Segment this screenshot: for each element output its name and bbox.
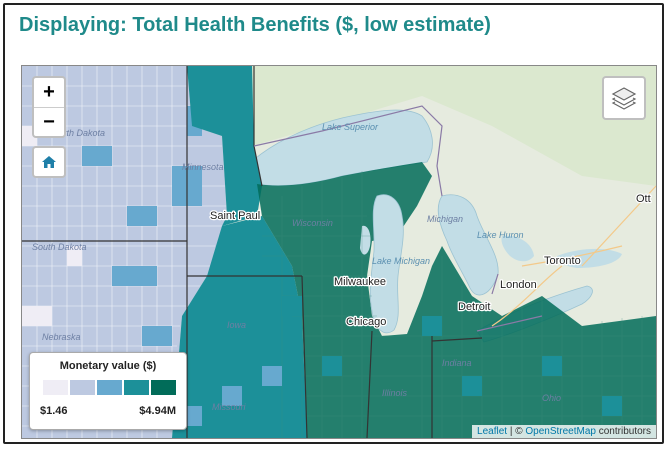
label-toronto: Toronto	[544, 255, 581, 267]
lake-huron	[437, 194, 499, 296]
attribution-separator: | ©	[507, 426, 526, 437]
legend-max-label: $4.94M	[139, 405, 176, 417]
forest-area	[182, 66, 656, 186]
label-chicago: Chicago	[346, 316, 386, 328]
legend-swatches	[42, 379, 177, 396]
label-south-dakota: South Dakota	[32, 242, 87, 252]
label-saint-paul: Saint Paul	[210, 210, 260, 222]
label-indiana: Indiana	[442, 358, 472, 368]
legend-swatch	[123, 379, 150, 396]
page-title: Displaying: Total Health Benefits ($, lo…	[19, 14, 491, 36]
leaflet-link[interactable]: Leaflet	[477, 426, 508, 437]
lake-superior	[246, 109, 433, 186]
map-attribution: Leaflet | © OpenStreetMap contributors	[472, 425, 656, 438]
label-detroit: Detroit	[458, 301, 490, 313]
app-frame: Displaying: Total Health Benefits ($, lo…	[3, 3, 664, 444]
zoom-control: + −	[32, 76, 66, 138]
legend-min-label: $1.46	[40, 405, 68, 417]
lake-michigan	[369, 194, 404, 334]
legend: Monetary value ($) $1.46 $4.94M	[29, 352, 187, 430]
label-illinois: Illinois	[382, 388, 408, 398]
label-minnesota: Minnesota	[182, 162, 224, 172]
country-border	[253, 105, 543, 332]
label-lake-huron: Lake Huron	[477, 230, 524, 240]
legend-swatch	[42, 379, 69, 396]
label-milwaukee: Milwaukee	[334, 276, 386, 288]
attribution-suffix: contributors	[595, 426, 651, 437]
label-lake-superior: Lake Superior	[322, 122, 379, 132]
home-button[interactable]	[32, 146, 66, 178]
label-nebraska: Nebraska	[42, 332, 81, 342]
label-michigan: Michigan	[427, 214, 463, 224]
zoom-out-button[interactable]: −	[43, 111, 55, 133]
choropleth-west	[22, 66, 227, 438]
choropleth-teal-north	[187, 66, 262, 226]
georgian-bay	[501, 235, 534, 262]
roads	[491, 185, 656, 327]
green-bay	[360, 225, 371, 255]
layers-icon	[611, 87, 637, 110]
label-london: London	[500, 279, 537, 291]
legend-swatch	[69, 379, 96, 396]
home-icon	[42, 156, 56, 168]
choropleth-teal-patches	[282, 296, 622, 416]
map-container[interactable]: Lake Superior Lake Michigan Lake Huron W…	[21, 65, 657, 439]
label-wisconsin: Wisconsin	[292, 218, 333, 228]
label-iowa: Iowa	[227, 320, 246, 330]
label-missouri: Missouri	[212, 402, 247, 412]
osm-link[interactable]: OpenStreetMap	[525, 426, 596, 437]
zoom-in-button[interactable]: +	[34, 78, 64, 108]
legend-title: Monetary value ($)	[59, 360, 157, 372]
legend-swatch	[96, 379, 123, 396]
label-ottawa: Ott	[636, 193, 651, 205]
label-north-dakota: North Dakota	[52, 128, 105, 138]
legend-swatch	[150, 379, 177, 396]
layers-button[interactable]	[602, 76, 646, 120]
label-ohio: Ohio	[542, 393, 561, 403]
state-borders	[22, 66, 483, 438]
label-lake-michigan: Lake Michigan	[372, 256, 430, 266]
